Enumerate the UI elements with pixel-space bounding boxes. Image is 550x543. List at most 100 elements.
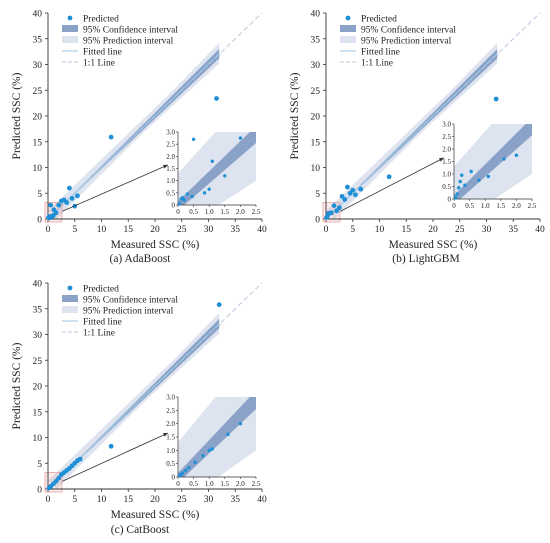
inset-data-point bbox=[180, 196, 185, 200]
inset-x-tick-label: 2.5 bbox=[252, 208, 261, 216]
data-point bbox=[386, 174, 392, 180]
x-tick-label: 15 bbox=[124, 495, 134, 505]
inset-data-point bbox=[226, 432, 230, 437]
data-point bbox=[53, 210, 59, 216]
x-tick-label: 25 bbox=[177, 495, 187, 505]
x-tick-label: 15 bbox=[124, 225, 134, 235]
confidence-interval-band bbox=[48, 319, 220, 489]
legend-swatch-confidence bbox=[62, 295, 78, 302]
x-tick-label: 35 bbox=[231, 225, 241, 235]
data-point bbox=[328, 210, 334, 216]
inset-y-tick-label: 0.5 bbox=[442, 183, 451, 191]
zoom-arrow bbox=[62, 432, 169, 482]
inset-y-tick-label: 3.0 bbox=[166, 129, 175, 137]
inset-x-tick-label: 0 bbox=[176, 480, 180, 488]
inset-data-point bbox=[453, 196, 458, 200]
legend-swatch-predicted bbox=[345, 15, 351, 21]
inset-y-tick-label: 2.0 bbox=[166, 153, 175, 161]
data-point bbox=[48, 202, 54, 208]
y-tick-label: 30 bbox=[33, 61, 43, 71]
inset-x-tick-label: 0.5 bbox=[465, 202, 474, 210]
x-tick-label: 25 bbox=[455, 225, 465, 235]
y-axis-label: Predicted SSC (%) bbox=[11, 72, 23, 159]
inset-data-point bbox=[456, 186, 461, 190]
legend-swatch-confidence bbox=[340, 25, 356, 32]
inset-data-point bbox=[185, 192, 190, 196]
inset-data-point bbox=[455, 192, 459, 196]
inset-x-tick-label: 0 bbox=[452, 202, 456, 210]
inset-y-tick-label: 1.0 bbox=[442, 171, 451, 179]
prediction-interval-band-main bbox=[48, 42, 220, 220]
inset-y-tick-label: 0 bbox=[172, 202, 176, 210]
y-tick-label: 35 bbox=[33, 305, 43, 315]
panel-a: 0 5 10 15 20 25 30 35 40 0 5 10 15 20 25 30 35 40 Measured… bbox=[11, 10, 267, 266]
zoom-arrow-head bbox=[439, 157, 444, 162]
legend-label: Predicted bbox=[361, 15, 397, 25]
legend-swatch-predicted bbox=[67, 15, 73, 21]
inset-data-point bbox=[201, 453, 205, 458]
y-tick-label: 30 bbox=[311, 61, 321, 71]
y-tick-label: 5 bbox=[37, 190, 42, 200]
inset-y-tick-label: 0.5 bbox=[166, 189, 175, 197]
inset-data-point bbox=[210, 159, 215, 163]
data-point bbox=[353, 192, 358, 198]
inset-x-tick-label: 2.5 bbox=[252, 480, 261, 488]
zoom-arrow bbox=[340, 157, 445, 212]
inset-plot: 0 0.5 1.0 1.5 2.0 2.5 0 0.5 1.0 1.5 2.0 2.5 3.0 bbox=[166, 129, 261, 217]
x-tick-label: 5 bbox=[72, 225, 77, 235]
y-axis-label: Predicted SSC (%) bbox=[11, 342, 23, 429]
legend-swatch-prediction bbox=[62, 306, 78, 313]
data-point bbox=[77, 456, 83, 462]
x-tick-label: 0 bbox=[46, 225, 51, 235]
data-point bbox=[493, 96, 499, 102]
y-tick-label: 35 bbox=[311, 35, 321, 45]
fitted-line bbox=[47, 53, 220, 220]
y-tick-label: 25 bbox=[33, 357, 43, 367]
prediction-interval-band-main bbox=[326, 42, 498, 220]
data-point bbox=[108, 134, 114, 140]
confidence-interval-band bbox=[326, 49, 498, 219]
y-tick-label: 10 bbox=[33, 164, 43, 174]
data-point bbox=[64, 200, 70, 205]
inset-x-tick-label: 2.0 bbox=[512, 202, 521, 210]
inset-data-point bbox=[182, 198, 186, 202]
inset-y-tick-label: 1.5 bbox=[166, 165, 175, 173]
inset-y-tick-label: 0 bbox=[172, 474, 176, 482]
y-tick-label: 0 bbox=[37, 486, 42, 496]
inset-plot: 0 0.5 1.0 1.5 2.0 2.5 0 0.5 1.0 1.5 2.0 2.5 3.0 bbox=[166, 394, 261, 489]
data-point bbox=[358, 186, 364, 192]
inset-data-point bbox=[477, 178, 481, 182]
inset-plot: 0 0.5 1.0 1.5 2.0 2.5 0 0.5 1.0 1.5 2.0 2.5 3.0 bbox=[442, 121, 537, 211]
inset-y-tick-label: 3.0 bbox=[166, 394, 175, 402]
y-tick-label: 10 bbox=[33, 434, 43, 444]
x-tick-label: 5 bbox=[72, 495, 77, 505]
legend-label: Fitted line bbox=[83, 48, 122, 58]
y-tick-label: 40 bbox=[311, 10, 321, 20]
inset-data-point bbox=[502, 157, 506, 161]
inset-confidence-band bbox=[454, 124, 532, 199]
zoom-arrow-head bbox=[163, 433, 168, 437]
inset-data-point bbox=[486, 174, 491, 179]
x-tick-label: 20 bbox=[428, 225, 438, 235]
legend-label: 1:1 Line bbox=[83, 59, 115, 69]
x-axis-label: Measured SSC (%) bbox=[389, 239, 478, 251]
x-axis-label: Measured SSC (%) bbox=[111, 509, 200, 521]
x-tick-label: 30 bbox=[482, 225, 492, 235]
x-tick-label: 35 bbox=[231, 495, 241, 505]
inset-x-tick-label: 0 bbox=[176, 208, 180, 216]
y-tick-label: 25 bbox=[311, 87, 321, 97]
panel-caption: (c) CatBoost bbox=[111, 524, 170, 536]
x-tick-label: 30 bbox=[204, 495, 214, 505]
legend-label: 95% Prediction interval bbox=[361, 37, 452, 47]
inset-data-point bbox=[238, 136, 243, 140]
inset-y-tick-label: 2.0 bbox=[442, 146, 451, 154]
confidence-interval-band bbox=[48, 49, 220, 219]
x-tick-label: 10 bbox=[97, 225, 107, 235]
inset-data-point bbox=[207, 187, 211, 191]
data-point bbox=[345, 184, 350, 190]
inset-data-point bbox=[463, 183, 467, 187]
panel-caption: (a) AdaBoost bbox=[109, 253, 171, 265]
